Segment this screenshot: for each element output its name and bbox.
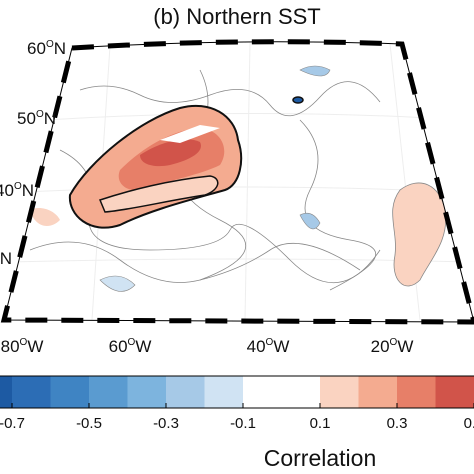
- title: (b) Northern SST: [153, 4, 321, 29]
- coord-label: 40OW: [247, 337, 290, 356]
- colorbar-box: [243, 376, 282, 408]
- colorbar-tick-label: -0.1: [230, 415, 256, 432]
- colorbar-box: [204, 376, 243, 408]
- coord-hemisphere: N: [0, 249, 12, 268]
- coord-hemisphere: N: [54, 39, 66, 58]
- coord-hemisphere: W: [397, 337, 413, 356]
- coord-hemisphere: N: [44, 109, 56, 128]
- coord-label: 30ON: [0, 249, 12, 268]
- coord-hemisphere: N: [22, 181, 34, 200]
- colorbar-box: [281, 376, 320, 408]
- coord-degree: O: [128, 337, 136, 348]
- coord-hemisphere: W: [273, 337, 289, 356]
- coord-degree: O: [46, 39, 54, 50]
- map-field: [4, 41, 474, 322]
- colorbar-box: [127, 376, 166, 408]
- coord-degree: O: [390, 337, 398, 348]
- coord-value: 80: [1, 337, 20, 356]
- coord-value: 20: [371, 337, 390, 356]
- colorbar-tick-label: 0.1: [310, 415, 331, 432]
- coord-value: 60: [109, 337, 128, 356]
- colorbar-box: [0, 376, 12, 408]
- colorbar-box: [50, 376, 89, 408]
- coord-value: 50: [17, 109, 36, 128]
- colorbar-box: [320, 376, 359, 408]
- coord-label: 40ON: [0, 181, 34, 200]
- colorbar-label: Correlation: [264, 445, 377, 471]
- colorbar-box: [89, 376, 128, 408]
- coord-hemisphere: W: [27, 337, 43, 356]
- coord-degree: O: [36, 109, 44, 120]
- coord-degree: O: [20, 337, 28, 348]
- map-frame-line: [3, 41, 474, 323]
- colorbar-box: [358, 376, 397, 408]
- coord-label: 50ON: [17, 109, 56, 128]
- colorbar-tick-label: -0.3: [153, 415, 179, 432]
- colorbar-box: [12, 376, 51, 408]
- colorbar-box: [166, 376, 205, 408]
- colorbar-tick-label: -0.7: [0, 415, 25, 432]
- colorbar-tick-label: -0.5: [76, 415, 102, 432]
- coord-label: 60ON: [27, 39, 66, 58]
- colorbar-tick-label: 0.3: [387, 415, 408, 432]
- colorbar-outline: [0, 375, 474, 409]
- coord-hemisphere: W: [135, 337, 151, 356]
- coord-degree: O: [14, 181, 22, 192]
- coord-label: 60OW: [109, 337, 152, 356]
- coord-value: 60: [27, 39, 46, 58]
- colorbar-box: [397, 376, 436, 408]
- colorbar-box: [435, 376, 474, 408]
- coord-degree: O: [266, 337, 274, 348]
- colorbar-tick-label: 0.5: [464, 415, 474, 432]
- coord-label: 80OW: [1, 337, 44, 356]
- coord-value: 40: [0, 181, 14, 200]
- coord-value: 40: [247, 337, 266, 356]
- coord-label: 20OW: [371, 337, 414, 356]
